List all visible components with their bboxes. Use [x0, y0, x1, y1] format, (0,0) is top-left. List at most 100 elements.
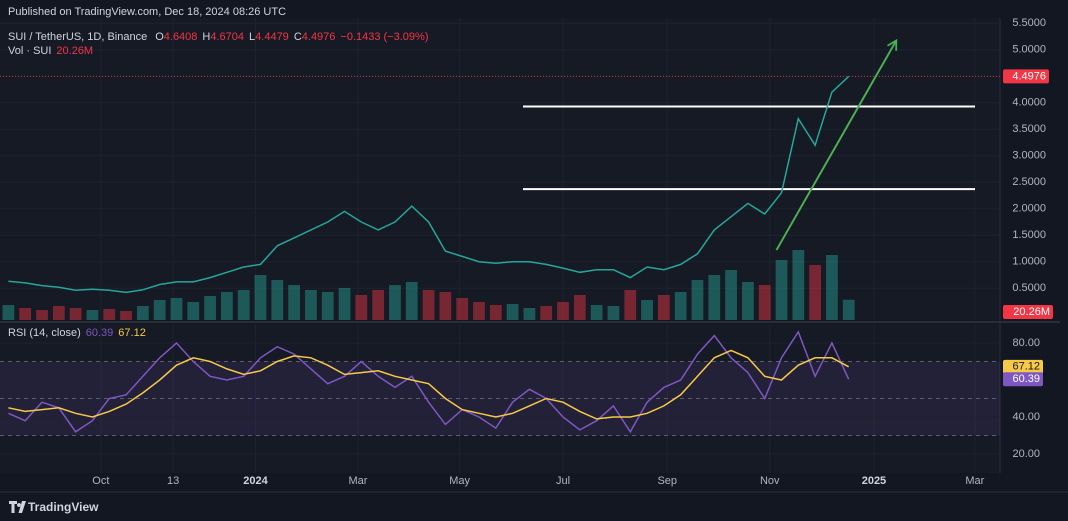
ohlc-label: H: [202, 31, 210, 43]
volume-bar: [355, 295, 368, 320]
y-tick-label: 2.0000: [1012, 203, 1046, 215]
legend-line: Vol · SUI 20.26M: [8, 45, 93, 57]
brand: TradingView: [28, 500, 99, 514]
x-tick-label: Nov: [760, 475, 780, 487]
volume-bar: [372, 290, 385, 320]
volume-bar: [389, 285, 401, 320]
volume-bar: [573, 295, 586, 320]
ohlc-label: O: [155, 31, 164, 43]
change-value: −0.1433 (−3.09%): [340, 31, 428, 43]
plot-layer: Oct 13 2024 Mar May Jul Sep Nov 2025 Mar 0.5000 1.0…: [0, 17, 1053, 487]
volume-value: 20.26M: [56, 45, 93, 57]
logo-icon: [9, 501, 26, 513]
volume-bar: [624, 290, 637, 320]
price-line: [8, 349, 850, 420]
volume-box: [1003, 305, 1053, 319]
rsi-legend-value: 60.39: [86, 327, 114, 339]
volume-bar: [708, 275, 721, 320]
volume-bar: [540, 306, 553, 320]
rsi-title: RSI (14, close): [8, 327, 81, 339]
x-tick-label: 13: [167, 475, 179, 487]
rsi-value-label: 67.12: [1012, 361, 1040, 373]
volume-title: Vol · SUI: [8, 45, 51, 57]
volume-bar: [489, 305, 502, 320]
volume-bar: [439, 292, 452, 320]
volume-bar: [305, 290, 317, 320]
trend-arrow: [775, 38, 898, 251]
volume-bar: [725, 270, 737, 320]
volume-bar: [103, 309, 116, 320]
volume-bar: [842, 299, 855, 320]
volume-bar: [758, 285, 771, 320]
volume-bar: [288, 285, 300, 320]
x-tick-label: Oct: [92, 475, 109, 487]
volume-bar: [607, 306, 620, 320]
y-tick-label: 3.0000: [1012, 150, 1046, 162]
volume-bar: [321, 292, 334, 320]
volume-bar: [254, 275, 267, 320]
volume-bar: [775, 260, 788, 320]
volume-bar: [506, 304, 519, 320]
x-tick-label: May: [449, 475, 470, 487]
x-tick-label: Mar: [965, 475, 984, 487]
footer-logo: TradingView: [9, 500, 99, 514]
volume-bar: [422, 290, 435, 320]
volume-bar: [691, 280, 704, 320]
volume-bar: [826, 255, 838, 320]
volume-bar: [809, 265, 822, 320]
volume-bar: [674, 292, 687, 320]
x-tick-label: 2025: [862, 475, 886, 487]
volume-bar: [271, 280, 284, 320]
volume-bar: [742, 282, 754, 320]
y-tick-label: 40.00: [1012, 411, 1040, 423]
x-tick-label: Mar: [349, 475, 368, 487]
volume-bar: [52, 306, 65, 320]
volume-bar: [69, 308, 82, 320]
volume-bar: [153, 300, 166, 320]
rsi-legend-value: 67.12: [118, 327, 146, 339]
volume-bar: [657, 295, 670, 320]
y-tick-label: 2.5000: [1012, 176, 1046, 188]
x-tick-label: 2024: [243, 475, 268, 487]
ohlc-label: L: [249, 31, 255, 43]
y-tick-label: 5.5000: [1012, 17, 1046, 29]
volume-bar: [221, 292, 233, 320]
volume-bar: [86, 310, 99, 320]
rsi-value-label: 60.39: [1012, 373, 1040, 385]
volume-bar: [237, 290, 250, 320]
volume-bar: [120, 311, 132, 320]
y-tick-label: 1.0000: [1012, 256, 1046, 268]
x-tick-label: Jul: [556, 475, 570, 487]
y-tick-label: 3.5000: [1012, 123, 1046, 135]
volume-bar: [36, 310, 48, 320]
rsi-value-box: [1003, 359, 1043, 374]
last-price-label: 4.4976: [1012, 70, 1046, 82]
y-tick-label: 20.00: [1012, 448, 1040, 460]
ohlc-value: 4.6704: [210, 31, 244, 43]
y-tick-label: 1.5000: [1012, 229, 1046, 241]
ohlc-value: 4.4976: [302, 31, 336, 43]
y-tick-label: 80.00: [1012, 337, 1040, 349]
volume-bar: [136, 306, 149, 320]
symbol-title: SUI / TetherUS, 1D, Binance: [8, 31, 147, 43]
y-tick-label: 0.5000: [1012, 282, 1046, 294]
volume-bar: [405, 282, 418, 320]
legend-line: RSI (14, close) 60.39 67.12: [8, 327, 146, 339]
volume-bar: [473, 302, 485, 320]
volume-bar: [456, 298, 469, 320]
price-panel: [0, 18, 1000, 320]
volume-bar: [2, 305, 15, 320]
volume-bar: [557, 302, 569, 320]
volume-bar: [187, 302, 200, 320]
legend-line: SUI / TetherUS, 1D, Binance O4.6408 H4.670…: [8, 31, 429, 43]
volume-bar: [338, 288, 351, 320]
y-tick-label: 4.0000: [1012, 97, 1046, 109]
ohlc-label: C: [294, 31, 302, 43]
volume-bar: [641, 300, 653, 320]
x-tick-label: Sep: [657, 475, 677, 487]
volume-bar: [19, 308, 32, 320]
y-tick-label: 5.0000: [1012, 44, 1046, 56]
last-price-box: [1003, 69, 1049, 84]
published-note: Published on TradingView.com, Dec 18, 20…: [8, 6, 286, 18]
